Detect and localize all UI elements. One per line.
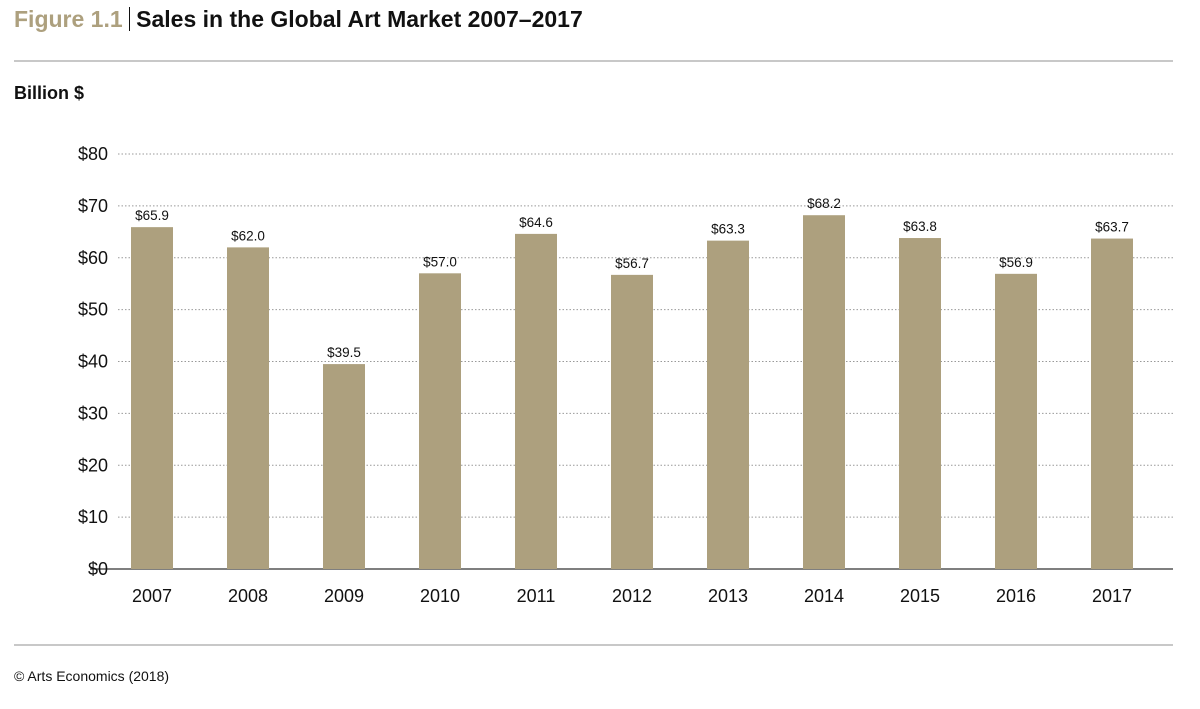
title-separator bbox=[128, 7, 131, 31]
source-note: © Arts Economics (2018) bbox=[14, 668, 170, 684]
y-tick-label: $10 bbox=[78, 507, 108, 527]
bar bbox=[899, 238, 941, 569]
chart-title: Sales in the Global Art Market 2007–2017 bbox=[136, 6, 583, 32]
x-tick-label: 2009 bbox=[324, 586, 364, 606]
data-label: $64.6 bbox=[519, 215, 553, 230]
figure-label: Figure 1.1 bbox=[14, 6, 123, 32]
y-tick-label: $50 bbox=[78, 300, 108, 320]
x-tick-label: 2015 bbox=[900, 586, 940, 606]
y-tick-label: $0 bbox=[88, 559, 108, 579]
x-tick-label: 2012 bbox=[612, 586, 652, 606]
data-label: $56.9 bbox=[999, 255, 1033, 270]
y-tick-label: $30 bbox=[78, 403, 108, 423]
y-tick-label: $80 bbox=[78, 144, 108, 164]
y-tick-label: $40 bbox=[78, 352, 108, 372]
bar bbox=[515, 233, 557, 569]
x-tick-label: 2010 bbox=[420, 586, 460, 606]
y-tick-label: $20 bbox=[78, 455, 108, 475]
x-tick-label: 2014 bbox=[804, 586, 844, 606]
bar bbox=[131, 227, 173, 570]
bar bbox=[419, 273, 461, 569]
bar bbox=[707, 240, 749, 569]
x-tick-label: 2008 bbox=[228, 586, 268, 606]
top-divider bbox=[14, 60, 1173, 62]
figure-title: Figure 1.1 Sales in the Global Art Market… bbox=[14, 6, 583, 33]
bar bbox=[995, 273, 1037, 569]
data-label: $39.5 bbox=[327, 345, 361, 360]
data-label: $63.3 bbox=[711, 222, 745, 237]
x-tick-label: 2013 bbox=[708, 586, 748, 606]
data-label: $62.0 bbox=[231, 228, 265, 243]
x-tick-label: 2011 bbox=[517, 586, 556, 606]
y-tick-label: $60 bbox=[78, 248, 108, 268]
x-tick-label: 2016 bbox=[996, 586, 1036, 606]
data-label: $63.7 bbox=[1095, 220, 1129, 235]
data-label: $65.9 bbox=[135, 208, 169, 223]
bottom-divider bbox=[14, 644, 1173, 646]
data-label: $63.8 bbox=[903, 219, 937, 234]
bar bbox=[803, 215, 845, 569]
x-tick-label: 2017 bbox=[1092, 586, 1132, 606]
bar bbox=[323, 364, 365, 569]
data-label: $57.0 bbox=[423, 254, 457, 269]
bar bbox=[611, 274, 653, 569]
y-tick-label: $70 bbox=[78, 196, 108, 216]
data-label: $68.2 bbox=[807, 196, 841, 211]
x-tick-label: 2007 bbox=[132, 586, 172, 606]
bar bbox=[227, 247, 269, 569]
bar bbox=[1091, 238, 1133, 569]
data-label: $56.7 bbox=[615, 256, 649, 271]
y-axis-label: Billion $ bbox=[14, 83, 85, 103]
